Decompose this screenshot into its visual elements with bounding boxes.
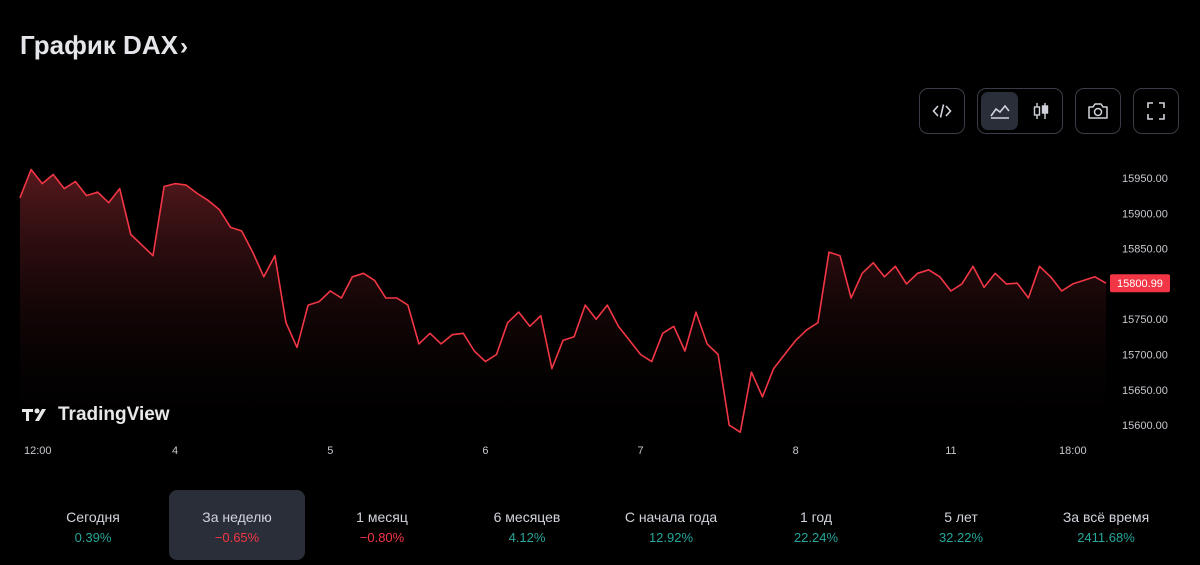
x-tick-label: 11 xyxy=(945,445,956,457)
x-tick-label: 5 xyxy=(327,445,333,457)
area-chart-icon xyxy=(989,104,1010,119)
screenshot-button[interactable] xyxy=(1075,88,1121,134)
y-tick-label: 15950.00 xyxy=(1122,173,1168,185)
last-price-text: 15800.99 xyxy=(1117,278,1163,290)
x-tick-label: 7 xyxy=(638,445,644,457)
area-chart-button[interactable] xyxy=(981,92,1018,130)
tradingview-logo-icon xyxy=(22,408,46,421)
fullscreen-icon xyxy=(1147,102,1165,120)
fullscreen-button[interactable] xyxy=(1133,88,1179,134)
chevron-right-icon: › xyxy=(179,33,188,60)
candlestick-chart-button[interactable] xyxy=(1022,92,1059,130)
y-tick-label: 15600.00 xyxy=(1122,420,1168,432)
period-all-time[interactable]: За всё время 2411.68% xyxy=(1038,490,1174,560)
period-label: С начала года xyxy=(624,509,718,525)
y-tick-label: 15900.00 xyxy=(1122,208,1168,220)
period-value: 22.24% xyxy=(793,530,839,545)
period-5-years[interactable]: 5 лет 32.22% xyxy=(893,490,1029,560)
last-price-label: 15800.99 xyxy=(1110,274,1170,293)
x-tick-label: 18:00 xyxy=(1059,445,1087,457)
x-tick-label: 12:00 xyxy=(24,445,52,457)
price-line xyxy=(19,168,1107,433)
period-value: 4.12% xyxy=(508,530,546,545)
period-today[interactable]: Сегодня 0.39% xyxy=(25,490,161,560)
price-area-fill xyxy=(20,169,1106,440)
chart-title: График DAX xyxy=(20,30,178,60)
y-tick-label: 15750.00 xyxy=(1122,314,1168,326)
period-label: Сегодня xyxy=(66,509,120,525)
period-label: 5 лет xyxy=(944,509,978,525)
last-price-badge xyxy=(1110,274,1170,293)
period-month[interactable]: 1 месяц −0.80% xyxy=(314,490,450,560)
x-tick-label: 6 xyxy=(482,445,488,457)
chart-title-link[interactable]: График DAX› xyxy=(20,30,188,61)
period-label: 1 год xyxy=(799,509,833,525)
period-label: 6 месяцев xyxy=(493,509,561,525)
embed-code-button[interactable] xyxy=(919,88,965,134)
period-value: 0.39% xyxy=(74,530,112,545)
period-value: 32.22% xyxy=(938,530,984,545)
price-chart[interactable]: 15950.0015900.0015850.0015800.0015750.00… xyxy=(0,140,1200,470)
x-axis: 12:00 4 5 6 7 8 11 18:00 xyxy=(24,445,1087,457)
watermark-text: TradingView xyxy=(58,404,170,425)
period-value: 12.92% xyxy=(648,530,694,545)
x-tick-label: 4 xyxy=(172,445,178,457)
period-value: 2411.68% xyxy=(1077,530,1135,545)
y-axis: 15950.0015900.0015850.0015800.0015750.00… xyxy=(1122,173,1168,432)
period-label: 1 месяц xyxy=(356,509,408,525)
chart-type-group xyxy=(977,88,1063,134)
x-tick-label: 8 xyxy=(793,445,799,457)
period-ytd[interactable]: С начала года 12.92% xyxy=(603,490,739,560)
performance-periods: Сегодня 0.39% За неделю −0.65% 1 месяц −… xyxy=(0,490,1200,560)
period-6-months[interactable]: 6 месяцев 4.12% xyxy=(459,490,595,560)
camera-icon xyxy=(1088,103,1108,119)
y-tick-label: 15700.00 xyxy=(1122,350,1168,362)
y-tick-label: 15850.00 xyxy=(1122,244,1168,256)
period-1-year[interactable]: 1 год 22.24% xyxy=(748,490,884,560)
y-tick-label: 15650.00 xyxy=(1122,385,1168,397)
tradingview-watermark[interactable]: TradingView xyxy=(22,404,170,426)
period-label: За неделю xyxy=(202,509,272,525)
period-value: −0.65% xyxy=(214,530,260,545)
period-week[interactable]: За неделю −0.65% xyxy=(169,490,305,560)
candlestick-chart-icon xyxy=(1033,103,1048,119)
period-value: −0.80% xyxy=(359,530,405,545)
code-embed-icon xyxy=(932,104,952,118)
period-label: За всё время xyxy=(1062,509,1150,525)
